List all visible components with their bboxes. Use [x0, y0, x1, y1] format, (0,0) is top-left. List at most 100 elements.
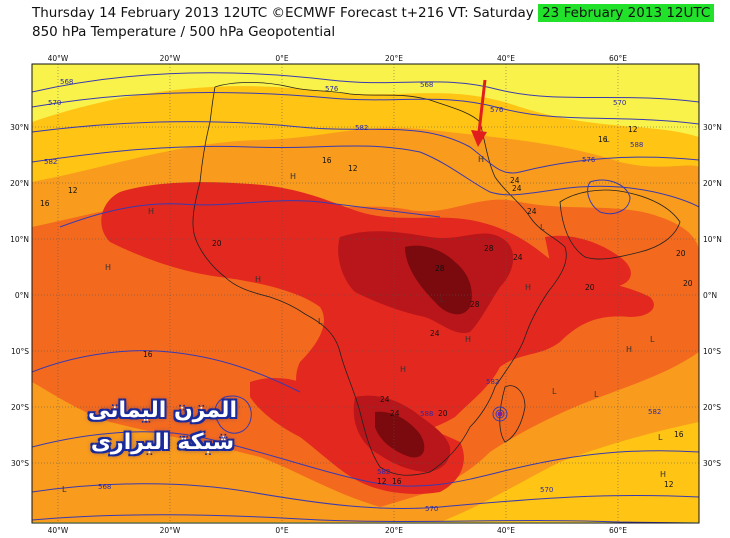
watermark: المزن اليمانى شبكة البرارى — [70, 395, 255, 459]
high-marker: H — [255, 275, 261, 284]
temp-label: 24 — [380, 395, 390, 404]
map-border — [31, 63, 700, 524]
temp-label: 28 — [435, 264, 445, 273]
forecast-title: Thursday 14 February 2013 12UTC ©ECMWF F… — [32, 5, 534, 21]
temp-label: 12 — [664, 480, 674, 489]
title-line-1: Thursday 14 February 2013 12UTC ©ECMWF F… — [32, 4, 715, 22]
lon-axis-top: 40°W 20°W 0°E 20°E 40°E 60°E — [48, 54, 628, 63]
geopotential-contours — [32, 72, 699, 523]
geo-label: 582 — [648, 408, 661, 416]
low-marker: L — [440, 295, 445, 304]
graticule — [32, 64, 699, 523]
geo-label: 576 — [582, 156, 596, 164]
geo-label: 582 — [377, 468, 390, 476]
high-marker: H — [525, 283, 531, 292]
temp-label: 16 — [392, 477, 402, 486]
lat-label: 30°S — [703, 459, 721, 468]
lon-label: 40°E — [497, 526, 515, 535]
low-marker: L — [552, 387, 557, 396]
lat-label: 10°S — [11, 347, 29, 356]
lat-label: 30°N — [10, 123, 29, 132]
chart-header: Thursday 14 February 2013 12UTC ©ECMWF F… — [0, 0, 730, 52]
lat-axis-right: 30°N 20°N 10°N 0°N 10°S 20°S 30°S — [703, 123, 722, 468]
temp-core-southafrica — [375, 411, 425, 458]
lat-label: 0°N — [703, 291, 717, 300]
temp-core-sudan — [405, 245, 472, 315]
low-marker: L — [605, 135, 610, 144]
geo-label: 576 — [325, 85, 339, 93]
temp-label: 12 — [68, 186, 78, 195]
lat-label: 20°S — [703, 403, 721, 412]
low-marker: L — [650, 335, 655, 344]
lat-label: 20°S — [11, 403, 29, 412]
coastlines — [192, 82, 681, 476]
watermark-line-2: شبكة البرارى — [90, 430, 235, 455]
lat-label: 20°N — [703, 179, 722, 188]
weather-map: 40°W 20°W 0°E 20°E 40°E 60°E 40°W 20°W 0… — [10, 54, 722, 535]
lon-label: 40°W — [48, 54, 69, 63]
lat-label: 10°S — [703, 347, 721, 356]
geo-label: 582 — [355, 124, 368, 132]
high-marker: H — [400, 365, 406, 374]
temp-label: 16 — [40, 199, 50, 208]
temp-label: 28 — [484, 244, 494, 253]
low-marker: L — [62, 485, 67, 494]
valid-time-badge: 23 February 2013 12UTC — [538, 4, 715, 22]
temp-label: 20 — [585, 283, 595, 292]
low-pressure-vortex-icon — [497, 411, 503, 417]
geo-label: 570 — [48, 99, 61, 107]
temperature-labels: 16 12 16 12 20 16 20 24 28 24 28 24 20 2… — [40, 125, 693, 489]
temp-label: 24 — [513, 253, 523, 262]
geo-label: 582 — [44, 158, 57, 166]
geo-label: 570 — [613, 99, 626, 107]
high-marker: H — [465, 335, 471, 344]
lon-label: 20°W — [160, 526, 181, 535]
geo-label: 570 — [425, 505, 438, 513]
high-marker: H — [660, 470, 666, 479]
lon-label: 60°E — [609, 526, 627, 535]
annotation-arrow-icon — [471, 79, 487, 147]
lon-label: 0°E — [275, 54, 289, 63]
temp-label: 16 — [143, 350, 153, 359]
temp-label: 16 — [674, 430, 684, 439]
lon-label: 40°W — [48, 526, 69, 535]
high-marker: H — [148, 207, 154, 216]
lon-axis-bottom: 40°W 20°W 0°E 20°E 40°E 60°E — [48, 526, 628, 535]
temp-band-24-28 — [101, 182, 654, 452]
high-marker: H — [105, 263, 111, 272]
temp-label: 20 — [212, 239, 222, 248]
temp-label: 20 — [676, 249, 686, 258]
map-frame: 40°W 20°W 0°E 20°E 40°E 60°E 40°W 20°W 0… — [0, 52, 730, 538]
temp-label: 24 — [512, 184, 522, 193]
lat-label: 10°N — [10, 235, 29, 244]
geo-label: 570 — [540, 486, 553, 494]
geo-label: 568 — [420, 81, 433, 89]
temp-label: 24 — [390, 409, 400, 418]
low-marker: L — [540, 223, 545, 232]
geo-label: 568 — [60, 78, 73, 86]
temp-label: 24 — [510, 176, 520, 185]
lat-label: 30°N — [703, 123, 722, 132]
lon-label: 20°E — [385, 526, 403, 535]
temp-label: 20 — [438, 409, 448, 418]
lon-label: 20°E — [385, 54, 403, 63]
temp-label: 12 — [628, 125, 638, 134]
geo-label: 588 — [630, 141, 643, 149]
geo-label: 576 — [490, 106, 504, 114]
temp-label: 24 — [527, 207, 537, 216]
lat-label: 30°S — [11, 459, 29, 468]
temp-label: 12 — [377, 477, 387, 486]
temp-label: 28 — [470, 300, 480, 309]
lon-label: 60°E — [609, 54, 627, 63]
lon-label: 20°W — [160, 54, 181, 63]
pressure-markers: H H H H H H L L L L L H H L H H L L L — [62, 135, 666, 494]
low-marker: L — [318, 317, 323, 326]
temperature-field — [32, 64, 699, 523]
temp-label: 20 — [683, 279, 693, 288]
temp-label: 16 — [598, 135, 608, 144]
high-marker: H — [290, 172, 296, 181]
geo-label: 568 — [98, 483, 111, 491]
low-marker: L — [594, 390, 599, 399]
watermark-line-1: المزن اليمانى — [88, 398, 237, 423]
lat-label: 20°N — [10, 179, 29, 188]
